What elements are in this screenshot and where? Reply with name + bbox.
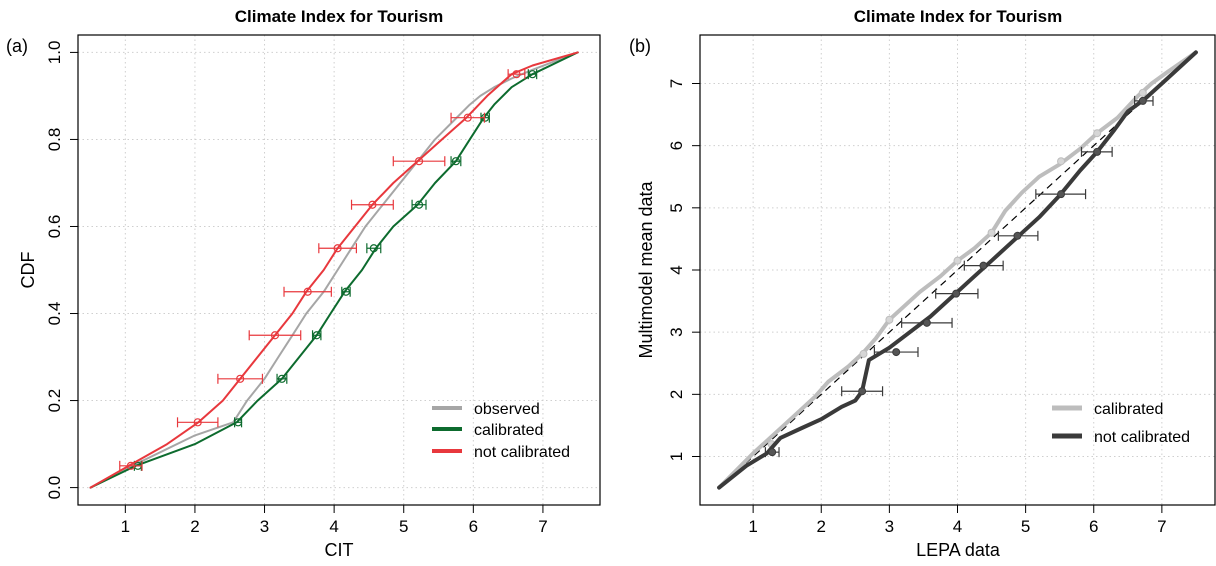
x-tick-label: 4	[953, 517, 962, 536]
y-tick-label: 6	[667, 141, 686, 150]
x-tick-label: 3	[260, 517, 269, 536]
y-tick-label: 0.2	[45, 389, 64, 413]
data-point-calibrated	[312, 331, 321, 340]
data-point-not-calibrated	[303, 287, 312, 296]
y-tick-label: 1	[667, 452, 686, 461]
x-tick-label: 7	[538, 517, 547, 536]
legend-label-observed: observed	[474, 401, 540, 418]
data-point-calibrated	[859, 349, 868, 358]
data-point-calibrated	[987, 228, 996, 237]
y-tick-label: 5	[667, 203, 686, 212]
panel-a-x-axis-label: CIT	[325, 540, 354, 560]
panel-b-y-axis-label: Multimodel mean data	[636, 180, 656, 358]
panel-a-x-axis: 1 2 3 4 5 6 7	[121, 505, 548, 536]
data-point-not-calibrated	[463, 113, 472, 122]
panel-b-label: (b)	[629, 36, 651, 56]
data-point-not-calibrated	[1093, 147, 1102, 156]
y-tick-label: 0.6	[45, 215, 64, 239]
panel-b-title: Climate Index for Tourism	[854, 7, 1062, 26]
series-line-observed	[89, 51, 579, 489]
data-point-calibrated	[414, 200, 424, 209]
data-point-not-calibrated	[126, 461, 135, 470]
x-tick-label: 7	[1157, 517, 1166, 536]
data-point-not-calibrated	[922, 318, 931, 327]
data-point-not-calibrated	[768, 448, 777, 457]
data-point-not-calibrated	[1057, 190, 1066, 199]
data-point-not-calibrated	[236, 374, 245, 383]
panel-b-series-group	[717, 50, 1198, 490]
panel-a-cdf-chart: (a) Climate Index for Tourism 1 2 3 4 5 6 7 0.…	[6, 7, 601, 560]
x-tick-label: 4	[329, 517, 338, 536]
data-point-calibrated	[341, 287, 351, 296]
data-point-calibrated	[1093, 129, 1102, 138]
y-tick-label: 0.8	[45, 128, 64, 152]
data-point-not-calibrated	[512, 70, 521, 79]
legend-label-calibrated-b: calibrated	[1094, 401, 1163, 418]
data-point-calibrated	[885, 315, 894, 324]
panel-a-plot-frame	[77, 34, 601, 506]
y-tick-label: 2	[667, 390, 686, 399]
data-point-not-calibrated	[1013, 231, 1022, 240]
panel-b-legend: calibrated not calibrated	[1052, 401, 1190, 446]
panel-b-y-axis: 1 2 3 4 5 6 7	[667, 79, 700, 461]
data-point-calibrated	[1057, 157, 1066, 166]
panel-b-gridlines	[700, 35, 1215, 505]
data-point-calibrated	[277, 374, 287, 383]
data-point-not-calibrated	[414, 157, 424, 166]
data-point-calibrated	[451, 157, 461, 166]
data-point-calibrated	[528, 70, 537, 79]
data-point-not-calibrated	[270, 331, 280, 340]
series-line-calibrated	[89, 51, 579, 489]
y-tick-label: 1.0	[45, 41, 64, 65]
x-tick-label: 1	[121, 517, 130, 536]
panel-a-title: Climate Index for Tourism	[235, 7, 443, 26]
legend-label-calibrated: calibrated	[474, 422, 543, 439]
x-tick-label: 2	[817, 517, 826, 536]
panel-a-legend: observed calibrated not calibrated	[432, 401, 570, 461]
x-tick-label: 5	[399, 517, 408, 536]
series-line-not-calibrated	[717, 50, 1198, 490]
x-tick-label: 3	[885, 517, 894, 536]
x-tick-label: 5	[1021, 517, 1030, 536]
y-tick-label: 3	[667, 327, 686, 336]
panel-a-series-group	[89, 51, 579, 489]
data-point-not-calibrated	[1138, 96, 1147, 105]
data-point-not-calibrated	[979, 261, 988, 270]
data-point-calibrated	[233, 418, 243, 427]
y-tick-label: 4	[667, 265, 686, 274]
data-point-not-calibrated	[193, 418, 202, 427]
panel-a-gridlines	[78, 35, 600, 505]
series-line-not-calibrated	[89, 51, 579, 489]
y-tick-label: 7	[667, 79, 686, 88]
data-point-calibrated	[953, 256, 962, 265]
x-tick-label: 1	[748, 517, 757, 536]
legend-label-not-calibrated: not calibrated	[474, 444, 570, 461]
x-tick-label: 6	[1089, 517, 1098, 536]
data-point-calibrated	[369, 244, 378, 253]
panel-a-y-axis-label: CDF	[18, 252, 38, 289]
y-tick-label: 0.4	[45, 302, 64, 326]
panel-b-scatter-chart: (b) Climate Index for Tourism 1 2 3 4 5 6 7 1 2…	[629, 7, 1216, 560]
x-tick-label: 2	[190, 517, 199, 536]
panel-a-y-axis: 0.0 0.2 0.4 0.6 0.8 1.0	[45, 41, 78, 500]
data-point-calibrated	[1138, 88, 1147, 97]
panel-b-x-axis-label: LEPA data	[916, 540, 1001, 560]
data-point-not-calibrated	[892, 348, 901, 357]
data-point-not-calibrated	[952, 289, 961, 298]
panel-a-label: (a)	[6, 36, 28, 56]
data-point-not-calibrated	[333, 244, 342, 253]
legend-label-not-calibrated-b: not calibrated	[1094, 429, 1190, 446]
data-point-not-calibrated	[368, 200, 377, 209]
y-tick-label: 0.0	[45, 476, 64, 500]
x-tick-label: 6	[469, 517, 478, 536]
panel-b-x-axis: 1 2 3 4 5 6 7	[748, 505, 1167, 536]
data-point-not-calibrated	[858, 387, 867, 396]
